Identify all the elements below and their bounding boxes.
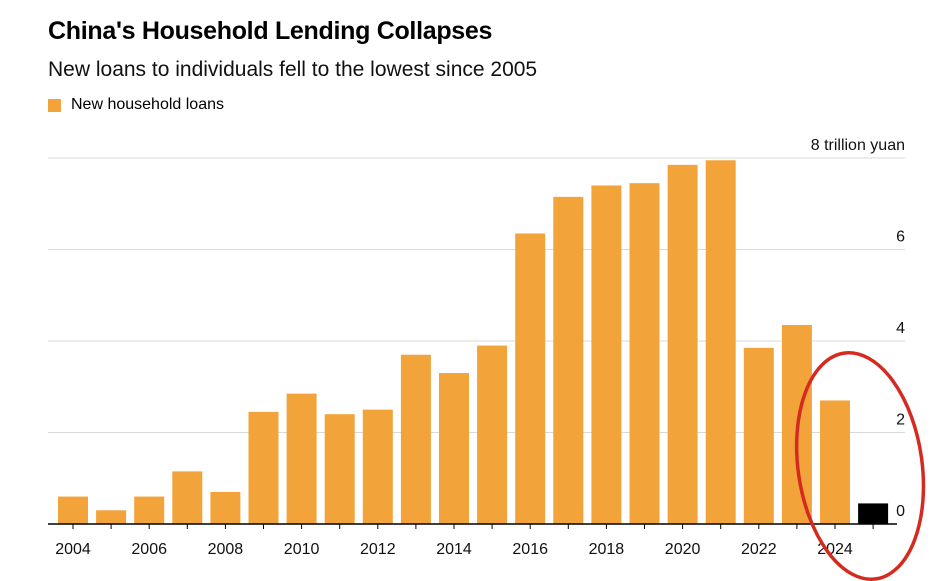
bar — [362, 409, 393, 524]
bar — [553, 196, 584, 524]
legend-swatch — [48, 98, 61, 112]
bar — [705, 160, 736, 524]
y-tick-label: 6 — [896, 229, 905, 246]
highlight-circle-annotation — [794, 351, 926, 581]
bar — [629, 183, 660, 524]
bar — [591, 185, 622, 524]
bar — [515, 233, 546, 525]
legend: New household loans — [48, 96, 224, 114]
bar — [667, 164, 698, 525]
bar — [172, 471, 203, 524]
x-tick-label: 2006 — [131, 541, 167, 558]
x-tick-label: 2022 — [741, 541, 777, 558]
legend-label: New household loans — [71, 96, 224, 113]
bar — [248, 411, 279, 524]
x-tick-label: 2004 — [55, 541, 91, 558]
y-tick-label: 4 — [896, 320, 905, 337]
bar — [324, 414, 355, 524]
bar — [439, 373, 469, 524]
x-tick-label: 2014 — [436, 541, 472, 558]
x-tick-label: 2016 — [512, 541, 548, 558]
x-tick-label: 2020 — [665, 541, 701, 558]
chart-subtitle: New loans to individuals fell to the low… — [48, 58, 538, 81]
x-tick-label: 2008 — [208, 541, 244, 558]
x-tick-label: 2024 — [817, 541, 853, 558]
x-tick-label: 2018 — [589, 541, 625, 558]
x-tick-label: 2012 — [360, 541, 396, 558]
bar — [858, 503, 889, 524]
x-tick-label: 2010 — [284, 541, 320, 558]
bar — [820, 400, 850, 524]
y-tick-label: 0 — [896, 503, 905, 520]
bar — [134, 496, 165, 524]
bar — [96, 510, 127, 524]
bar — [743, 347, 774, 524]
bar — [477, 345, 508, 524]
y-tick-label: 2 — [896, 412, 905, 429]
chart-title: China's Household Lending Collapses — [48, 17, 493, 45]
bar — [58, 496, 88, 524]
bar — [286, 393, 317, 524]
y-tick-label: 8 trillion yuan — [811, 137, 905, 154]
bar — [210, 491, 241, 524]
bar — [400, 354, 431, 524]
